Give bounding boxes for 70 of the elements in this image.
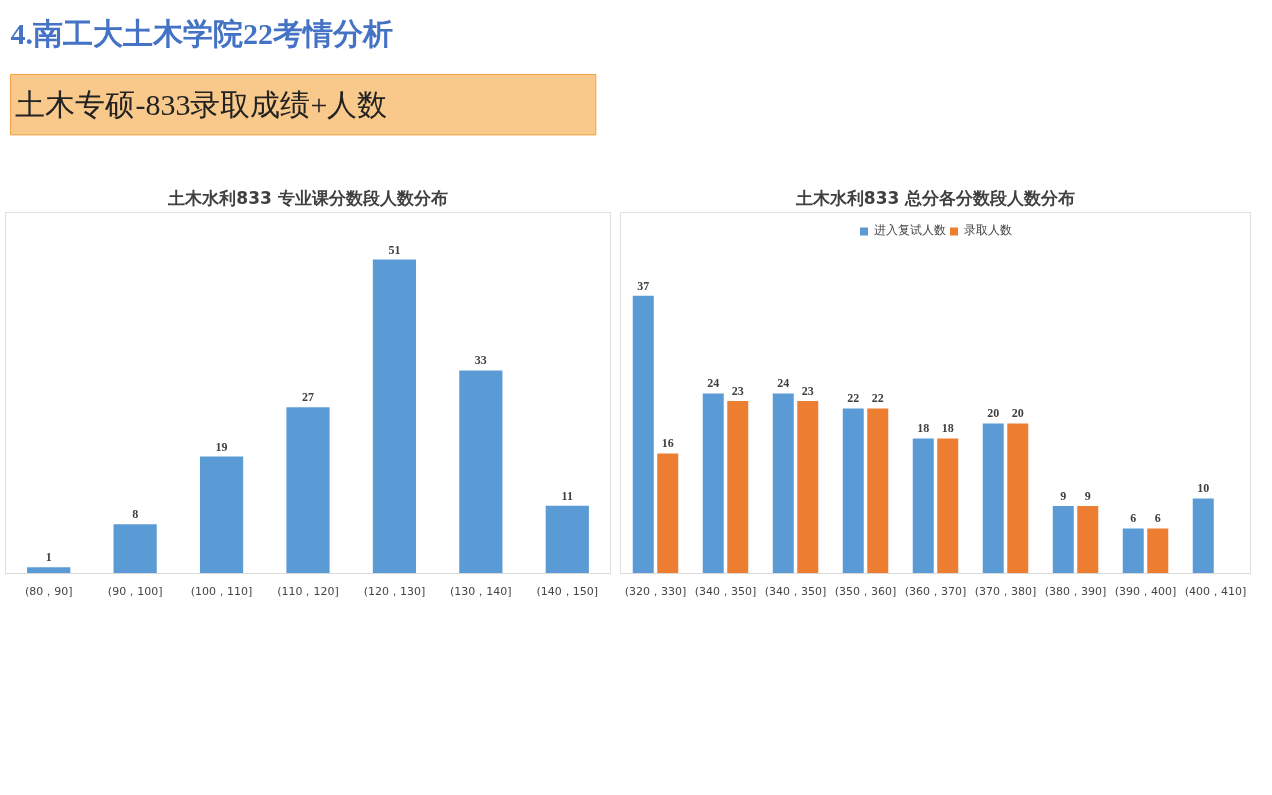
x-tick-label: (340，350] xyxy=(694,584,757,598)
data-label: 22 xyxy=(847,391,860,406)
data-label: 33 xyxy=(474,353,487,368)
data-label: 8 xyxy=(132,507,139,522)
chart-title: 土木水利833 专业课分数段人数分布 xyxy=(167,187,448,208)
bar xyxy=(982,423,1004,574)
data-label: 23 xyxy=(731,383,744,398)
legend-label: 进入复试人数 xyxy=(873,222,946,239)
data-label: 23 xyxy=(801,383,814,398)
bar xyxy=(372,259,417,574)
bar xyxy=(27,567,71,574)
bar xyxy=(912,438,934,574)
bar xyxy=(286,407,330,574)
x-tick-label: (130，140] xyxy=(450,584,512,598)
data-label: 11 xyxy=(561,488,573,503)
x-tick-label: (340，350] xyxy=(764,584,827,598)
bar xyxy=(1122,528,1144,574)
bar xyxy=(199,456,244,574)
data-label: 10 xyxy=(1197,481,1210,496)
bar xyxy=(545,505,589,574)
data-label: 22 xyxy=(871,391,884,406)
data-label: 20 xyxy=(1011,406,1024,421)
bar xyxy=(702,393,724,574)
x-tick-label: (110，120] xyxy=(277,584,339,598)
data-label: 6 xyxy=(1154,511,1161,526)
bar xyxy=(727,400,749,574)
legend-label: 录取人数 xyxy=(963,222,1012,239)
bar xyxy=(772,393,794,574)
x-tick-label: (120，130] xyxy=(363,584,426,598)
x-tick-label: (370，380] xyxy=(974,584,1037,598)
bar xyxy=(1007,423,1029,574)
data-label: 51 xyxy=(388,242,401,257)
x-tick-label: (400，410] xyxy=(1184,584,1247,598)
data-label: 18 xyxy=(941,421,954,436)
bar xyxy=(459,370,503,574)
data-label: 20 xyxy=(987,406,1000,421)
bar xyxy=(113,524,157,574)
bar xyxy=(797,400,819,574)
x-tick-label: (140，150] xyxy=(536,584,599,598)
text: 4.南工大土木学院22考情分析 xyxy=(10,17,393,51)
x-tick-label: (90，100] xyxy=(107,584,163,598)
chart-title: 土木水利833 总分各分数段人数分布 xyxy=(794,187,1076,208)
data-label: 27 xyxy=(302,390,314,405)
x-tick-label: (390，400] xyxy=(1114,584,1177,598)
data-label: 9 xyxy=(1060,488,1067,503)
x-tick-label: (320，330] xyxy=(624,584,687,598)
x-tick-label: (80，90] xyxy=(24,584,73,598)
bar xyxy=(842,408,864,574)
x-tick-label: (350，360] xyxy=(834,584,897,598)
bar xyxy=(867,408,889,574)
x-tick-label: (100，110] xyxy=(190,584,253,598)
x-tick-label: (360，370] xyxy=(904,584,967,598)
data-label: 18 xyxy=(917,421,930,436)
bar xyxy=(657,453,679,574)
data-label: 19 xyxy=(215,439,228,454)
data-label: 37 xyxy=(637,278,650,293)
data-label: 1 xyxy=(45,550,52,565)
bar xyxy=(632,295,654,574)
data-label: 6 xyxy=(1130,511,1137,526)
bar xyxy=(1077,505,1099,574)
bar xyxy=(1192,498,1214,574)
x-tick-label: (380，390] xyxy=(1044,584,1107,598)
data-label: 16 xyxy=(661,436,674,451)
data-label: 9 xyxy=(1084,488,1091,503)
bar xyxy=(1052,505,1074,574)
data-label: 24 xyxy=(707,376,720,391)
bar xyxy=(1147,528,1169,574)
text: 土木专硕-833录取成绩+人数 xyxy=(15,88,388,122)
data-label: 24 xyxy=(777,376,790,391)
bar xyxy=(937,438,959,574)
